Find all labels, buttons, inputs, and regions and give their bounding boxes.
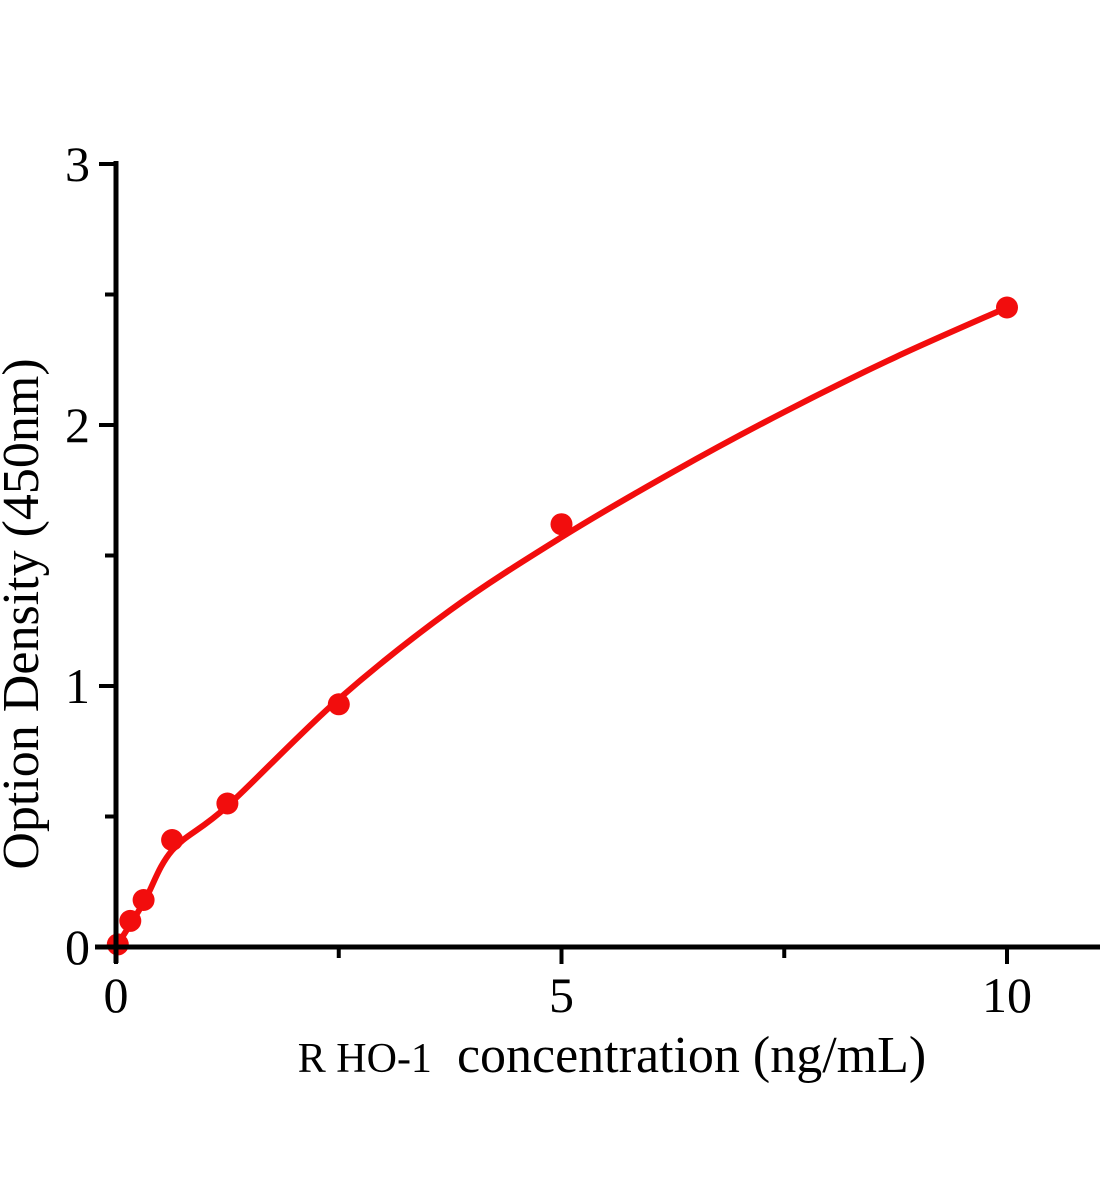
y-tick-label: 2 bbox=[65, 397, 90, 453]
data-point bbox=[161, 829, 184, 851]
x-tick-label: 0 bbox=[104, 967, 129, 1023]
data-point bbox=[132, 889, 155, 911]
y-tick-label: 0 bbox=[65, 919, 90, 975]
axes-layer: 0 5 10 0 1 2 3 bbox=[65, 136, 1100, 1023]
x-axis-title-prefix: R HO-1 bbox=[298, 1036, 432, 1082]
x-tick-label: 5 bbox=[549, 967, 574, 1023]
x-axis-title-rest: concentration (ng/mL) bbox=[457, 1027, 926, 1084]
data-point bbox=[327, 693, 350, 716]
data-point bbox=[550, 513, 573, 536]
y-tick-label: 1 bbox=[65, 658, 90, 714]
data-point bbox=[119, 909, 142, 932]
x-axis-title: R HO-1 concentration (ng/mL) bbox=[298, 1027, 926, 1084]
series-layer bbox=[106, 296, 1018, 956]
data-point bbox=[996, 296, 1018, 319]
fit-curve bbox=[113, 304, 1009, 949]
data-point bbox=[216, 792, 239, 815]
y-axis-title: Option Density (450nm) bbox=[0, 358, 50, 869]
x-tick-label: 10 bbox=[982, 967, 1032, 1023]
y-tick-label: 3 bbox=[65, 136, 90, 192]
